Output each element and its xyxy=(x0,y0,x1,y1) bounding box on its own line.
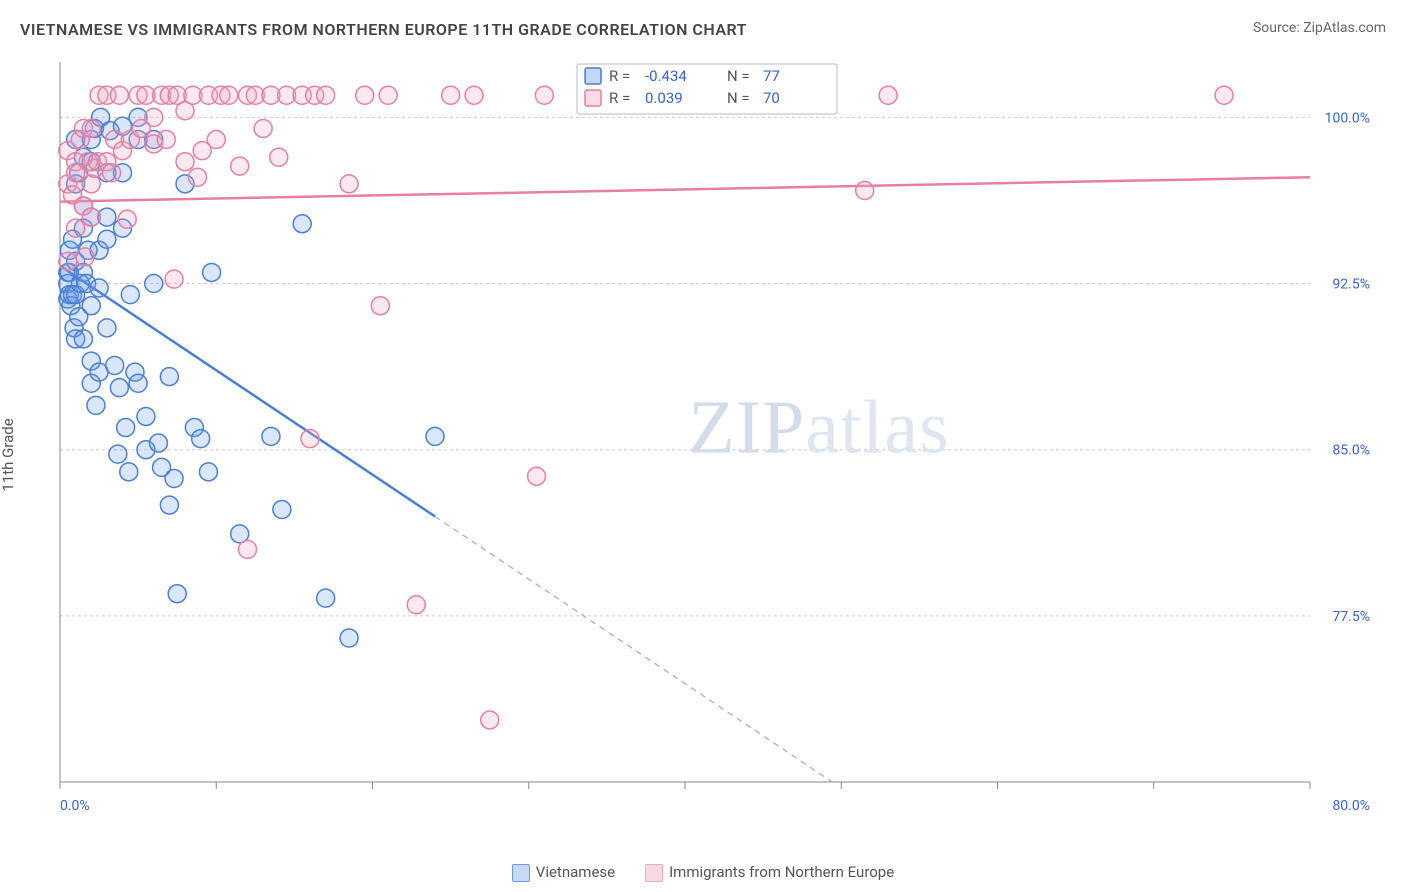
swatch-icon xyxy=(645,864,663,882)
svg-text:0.039: 0.039 xyxy=(645,89,683,107)
legend-item-vietnamese: Vietnamese xyxy=(512,863,615,882)
header: VIETNAMESE VS IMMIGRANTS FROM NORTHERN E… xyxy=(20,20,1386,39)
chart-title: VIETNAMESE VS IMMIGRANTS FROM NORTHERN E… xyxy=(20,20,747,39)
legend-label: Vietnamese xyxy=(536,863,615,881)
chart-svg: 77.5% 85.0% 92.5% 100.0% 0.0% 80.0% ZIPatlas R … xyxy=(50,52,1380,822)
svg-text:100.0%: 100.0% xyxy=(1325,110,1370,126)
y-axis-label: 11th Grade xyxy=(0,418,17,491)
source-attribution: Source: ZipAtlas.com xyxy=(1253,20,1386,36)
svg-text:-0.434: -0.434 xyxy=(645,67,687,85)
legend-label: Immigrants from Northern Europe xyxy=(669,863,894,881)
svg-text:N =: N = xyxy=(727,67,750,85)
svg-text:80.0%: 80.0% xyxy=(1332,798,1370,814)
source-link[interactable]: ZipAtlas.com xyxy=(1303,20,1386,36)
svg-text:85.0%: 85.0% xyxy=(1332,443,1370,459)
svg-text:70: 70 xyxy=(763,89,780,107)
svg-text:R =: R = xyxy=(609,67,630,85)
svg-text:77: 77 xyxy=(763,67,780,85)
bottom-legend: Vietnamese Immigrants from Northern Euro… xyxy=(0,863,1406,882)
legend-item-northern-europe: Immigrants from Northern Europe xyxy=(645,863,894,882)
svg-text:ZIPatlas: ZIPatlas xyxy=(688,385,949,469)
svg-text:0.0%: 0.0% xyxy=(60,798,90,814)
svg-text:R =: R = xyxy=(609,89,630,107)
source-prefix: Source: xyxy=(1253,20,1303,36)
svg-text:N =: N = xyxy=(727,89,750,107)
svg-text:92.5%: 92.5% xyxy=(1332,277,1370,293)
svg-text:77.5%: 77.5% xyxy=(1332,609,1370,625)
swatch-icon xyxy=(512,864,530,882)
chart-area: 77.5% 85.0% 92.5% 100.0% 0.0% 80.0% ZIPatlas R … xyxy=(50,52,1380,822)
